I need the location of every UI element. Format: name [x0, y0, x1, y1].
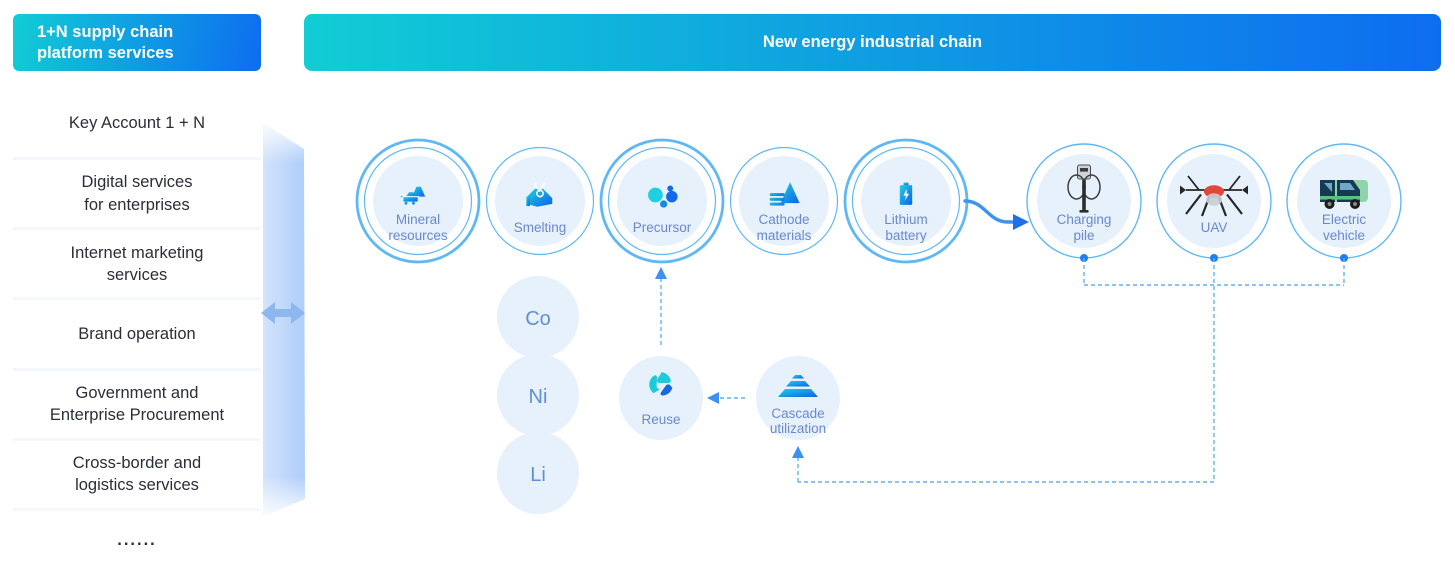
svg-text:UAV: UAV: [1201, 220, 1228, 235]
svg-text:materials: materials: [757, 228, 812, 243]
svg-text:Charging: Charging: [1057, 212, 1112, 227]
svg-text:Smelting: Smelting: [514, 220, 567, 235]
svg-text:Reuse: Reuse: [641, 412, 680, 427]
svg-text:Cascade: Cascade: [771, 406, 824, 421]
svg-text:Mineral: Mineral: [396, 212, 440, 227]
svg-text:utilization: utilization: [770, 421, 826, 436]
svg-text:Cathode: Cathode: [758, 212, 809, 227]
svg-text:pile: pile: [1073, 228, 1094, 243]
svg-text:resources: resources: [388, 228, 448, 243]
svg-text:Electric: Electric: [1322, 212, 1367, 227]
svg-text:vehicle: vehicle: [1323, 228, 1365, 243]
svg-text:Li: Li: [530, 464, 546, 486]
svg-text:Precursor: Precursor: [633, 220, 692, 235]
svg-text:Lithium: Lithium: [884, 212, 928, 227]
svg-text:Co: Co: [525, 308, 551, 330]
svg-text:Ni: Ni: [529, 386, 548, 408]
svg-text:battery: battery: [885, 228, 927, 243]
